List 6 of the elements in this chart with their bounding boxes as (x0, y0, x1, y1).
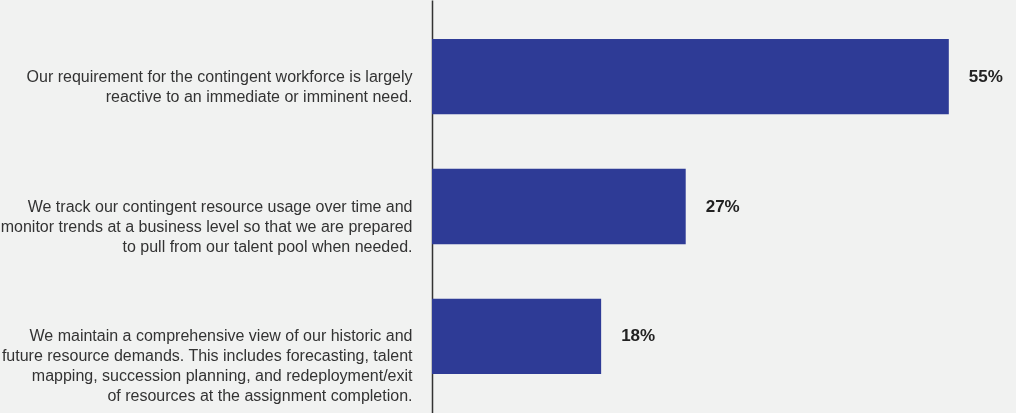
y-tick-label: Our requirement for the contingent workforce is largely reactive to an immediate or imminent need. (26, 67, 413, 105)
data-label: 18% (621, 326, 656, 346)
y-tick-label: We maintain a comprehensive view of our historic and future resource demands. This includes forecasting, talent mapping, succession planning, and redeployment/exit of resources at the assignment completion. (1, 327, 414, 405)
data-label: 27% (705, 196, 740, 216)
data-label: 55% (968, 66, 1003, 86)
y-tick-label: We track our contingent resource usage over time and monitor trends at a business level so that we are prepared to pull from our talent pool when needed. (0, 197, 413, 255)
